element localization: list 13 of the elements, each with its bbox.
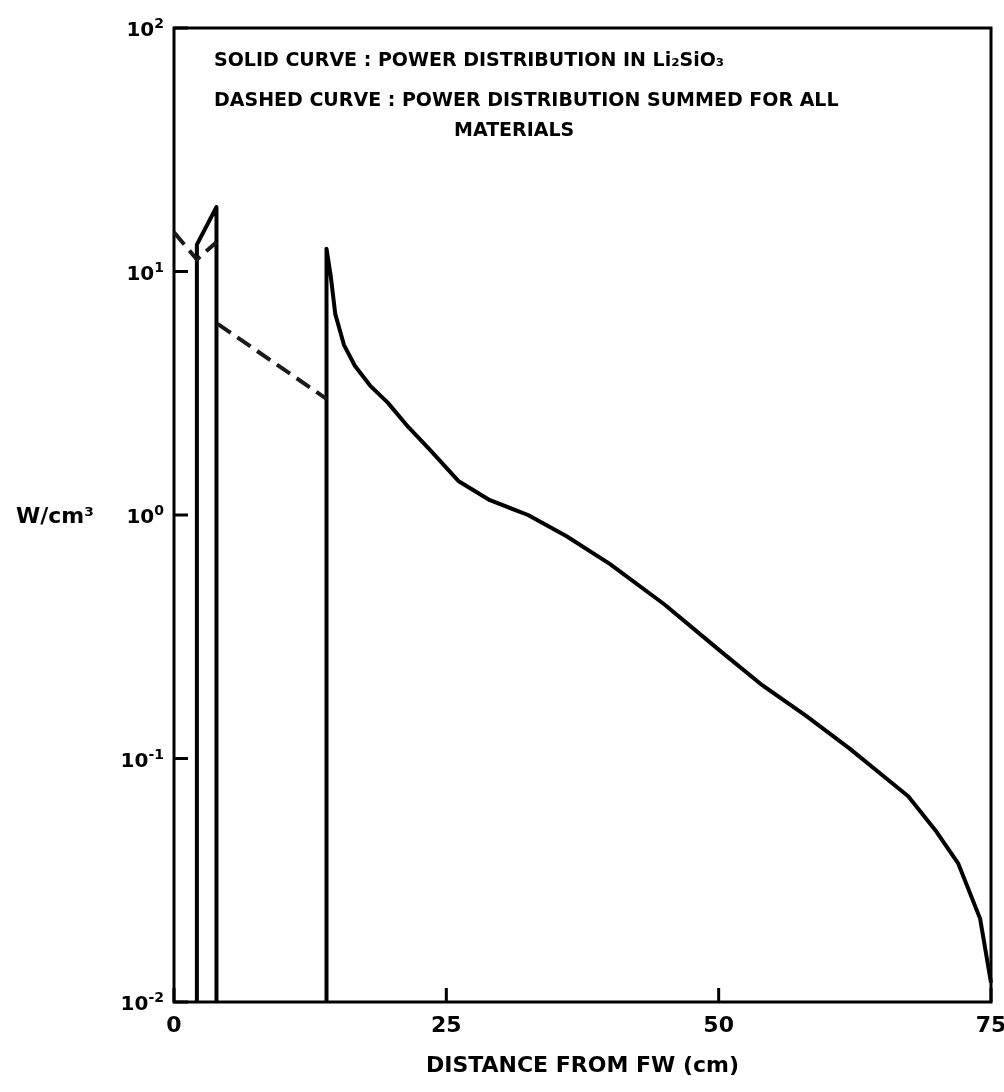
x-tick-label: 25 — [431, 1012, 462, 1037]
y-tick-label: 10$^{2}$ — [126, 15, 164, 41]
annotation: DASHED CURVE : POWER DISTRIBUTION SUMMED FOR ALL MATERIALS — [214, 88, 839, 140]
x-tick-label: 0 — [166, 1012, 182, 1037]
y-tick-label: 10$^{-2}$ — [120, 989, 164, 1015]
y-tick-label: 10$^{1}$ — [126, 258, 164, 285]
y-axis-title: W/cm³ — [16, 503, 94, 528]
y-tick-label: 10$^{-1}$ — [120, 745, 164, 772]
annotation: SOLID CURVE : POWER DISTRIBUTION IN Li₂SiO₃ — [214, 48, 725, 70]
x-tick-label: 50 — [703, 1012, 734, 1037]
x-tick-label: 75 — [975, 1012, 1004, 1037]
y-tick-label: 10$^{0}$ — [126, 502, 165, 528]
x-axis-title: DISTANCE FROM FW (cm) — [425, 1052, 740, 1077]
